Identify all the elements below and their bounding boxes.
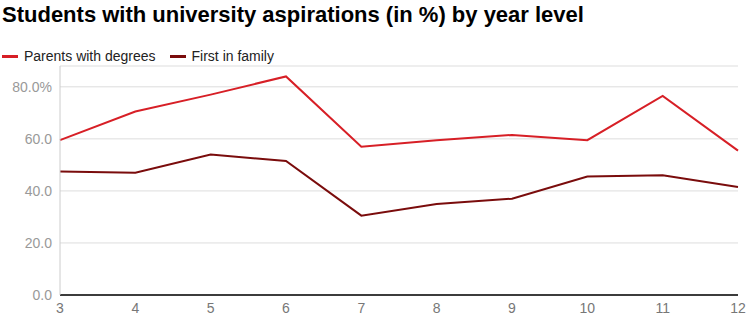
svg-text:11: 11 bbox=[655, 300, 670, 316]
svg-text:20.0: 20.0 bbox=[25, 235, 52, 251]
svg-text:60.0: 60.0 bbox=[25, 131, 52, 147]
svg-text:3: 3 bbox=[56, 300, 64, 316]
svg-text:8: 8 bbox=[433, 300, 441, 316]
svg-text:4: 4 bbox=[131, 300, 139, 316]
svg-text:9: 9 bbox=[508, 300, 516, 316]
svg-text:80.0%: 80.0% bbox=[12, 79, 52, 95]
html-text:First in family: First in family bbox=[191, 48, 274, 64]
svg-text:6: 6 bbox=[282, 300, 290, 316]
svg-text:0.0: 0.0 bbox=[33, 287, 53, 303]
svg-text:12: 12 bbox=[730, 300, 746, 316]
html-text:Parents with degrees: Parents with degrees bbox=[24, 48, 156, 64]
html-text:Students with university aspir: Students with university aspirations (in… bbox=[2, 2, 584, 27]
svg-text:5: 5 bbox=[207, 300, 215, 316]
svg-text:40.0: 40.0 bbox=[25, 183, 52, 199]
svg-text:10: 10 bbox=[580, 300, 596, 316]
svg-text:7: 7 bbox=[357, 300, 365, 316]
